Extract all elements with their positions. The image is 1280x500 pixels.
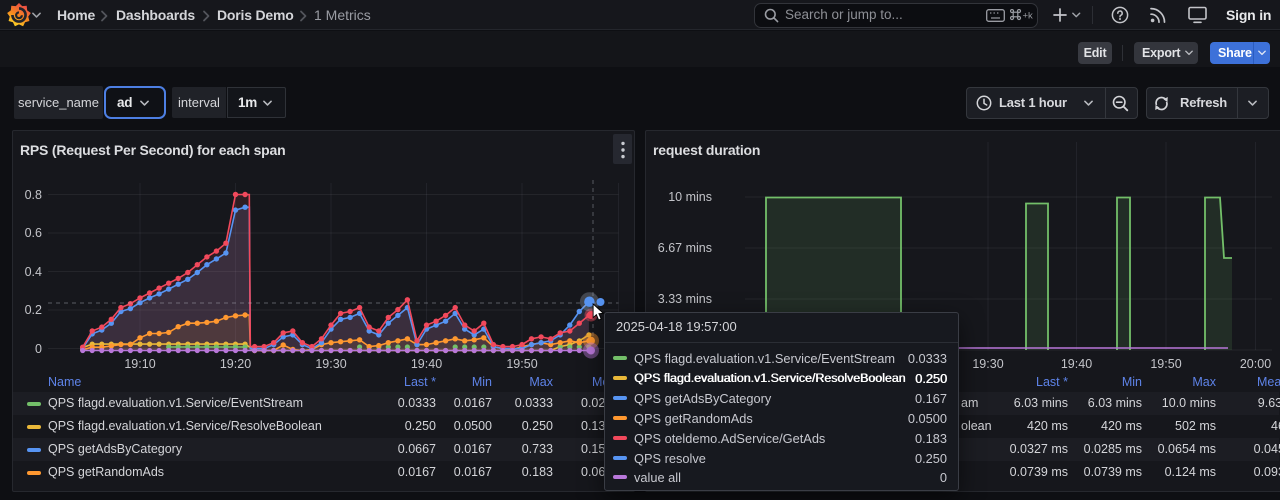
svg-text:+k: +k <box>1023 11 1034 22</box>
